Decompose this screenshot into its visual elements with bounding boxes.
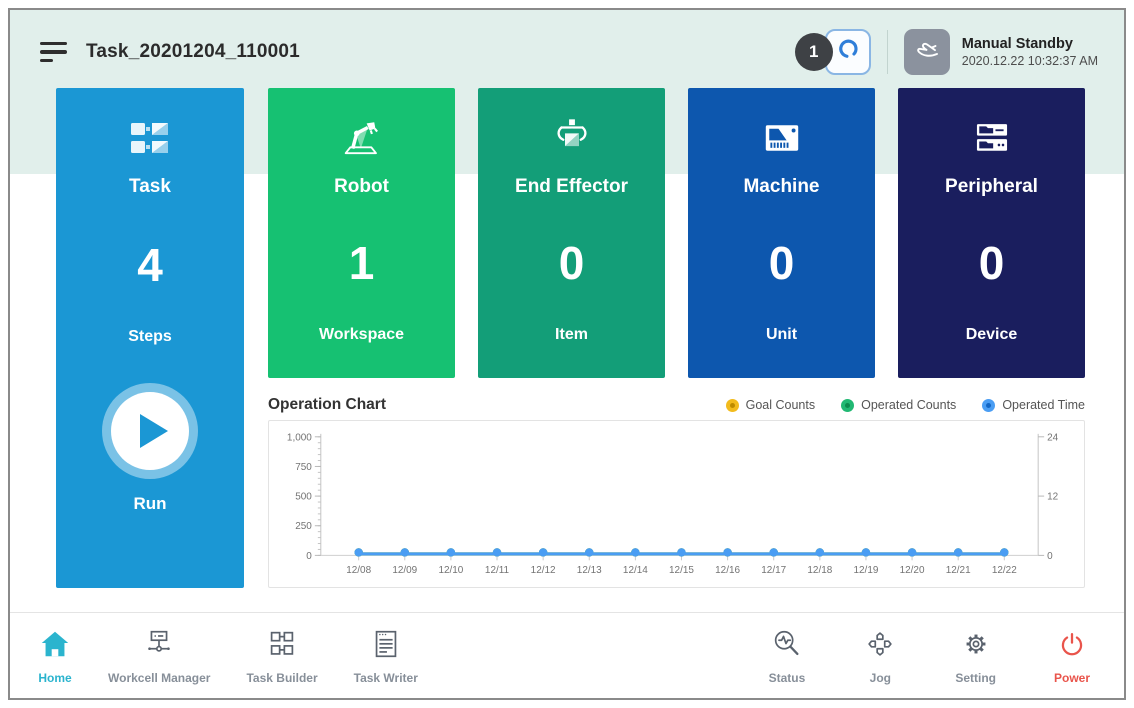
card-unit: Device	[966, 326, 1018, 344]
task-steps-icon	[128, 112, 172, 164]
svg-text:1,000: 1,000	[287, 432, 312, 443]
svg-text:12/14: 12/14	[623, 565, 648, 576]
svg-text:12/18: 12/18	[807, 565, 832, 576]
end-effector-gripper-icon	[552, 112, 592, 164]
card-robot[interactable]: Robot 1 Workspace	[268, 88, 455, 378]
svg-text:12/22: 12/22	[992, 565, 1017, 576]
nav-item-task-writer[interactable]: Task Writer	[354, 627, 418, 685]
divider	[887, 30, 888, 74]
svg-text:12: 12	[1047, 492, 1059, 503]
card-unit: Unit	[766, 326, 797, 344]
mode-label: Manual Standby	[962, 36, 1098, 52]
svg-text:12/09: 12/09	[392, 565, 417, 576]
svg-text:12/19: 12/19	[853, 565, 878, 576]
legend-operated-time: Operated Time	[982, 398, 1085, 412]
card-value: 0	[769, 236, 795, 290]
svg-text:12/12: 12/12	[531, 565, 556, 576]
svg-text:12/11: 12/11	[485, 565, 510, 576]
menu-icon[interactable]	[40, 40, 70, 64]
operated-counts-dot-icon	[841, 399, 854, 412]
svg-text:24: 24	[1047, 432, 1059, 443]
gripper-icon	[835, 37, 861, 68]
task-writer-icon	[369, 627, 403, 666]
main-content: Task 4 Steps Run	[56, 88, 1085, 588]
nav-item-home[interactable]: Home	[38, 627, 72, 685]
setting-gear-icon	[959, 627, 993, 666]
card-title: Machine	[743, 176, 819, 198]
legend-operated-counts: Operated Counts	[841, 398, 956, 412]
card-peripheral[interactable]: Peripheral 0 Device	[898, 88, 1085, 378]
run-label: Run	[133, 494, 166, 514]
nav-item-jog[interactable]: Jog	[863, 627, 897, 685]
play-icon	[140, 414, 168, 448]
svg-text:12/08: 12/08	[346, 565, 371, 576]
app-window: Task_20201204_110001 1 Manual Standby 20…	[8, 8, 1126, 700]
card-end-effector[interactable]: End Effector 0 Item	[478, 88, 665, 378]
svg-text:750: 750	[295, 462, 312, 473]
card-value: 0	[559, 236, 585, 290]
nav-item-task-builder[interactable]: Task Builder	[246, 627, 317, 685]
power-icon	[1055, 627, 1089, 666]
svg-text:12/10: 12/10	[438, 565, 463, 576]
bottom-nav: Home Workcell Manager	[10, 612, 1124, 698]
card-value: 4	[137, 238, 163, 292]
svg-text:12/21: 12/21	[946, 565, 971, 576]
svg-text:12/13: 12/13	[577, 565, 602, 576]
card-title: Task	[129, 176, 171, 198]
status-icon	[770, 627, 804, 666]
task-title: Task_20201204_110001	[86, 41, 300, 63]
datetime: 2020.12.22 10:32:37 AM	[962, 54, 1098, 68]
operated-time-dot-icon	[982, 399, 995, 412]
card-title: Robot	[334, 176, 389, 198]
top-bar: Task_20201204_110001 1 Manual Standby 20…	[10, 10, 1124, 94]
mode-status: Manual Standby 2020.12.22 10:32:37 AM	[962, 36, 1098, 68]
run-button[interactable]: Run	[111, 392, 189, 514]
nav-item-workcell-manager[interactable]: Workcell Manager	[108, 627, 210, 685]
svg-text:12/16: 12/16	[715, 565, 740, 576]
svg-text:0: 0	[1047, 551, 1053, 562]
robot-arm-icon	[341, 112, 383, 164]
workcell-manager-icon	[142, 627, 176, 666]
legend-goal-counts: Goal Counts	[726, 398, 815, 412]
operation-chart: 0 250 500 750 1,000 0 12 24 12/08 12/09 12/10 12/11…	[268, 420, 1085, 588]
card-value: 0	[979, 236, 1005, 290]
chart-legend: Goal Counts Operated Counts Operated Tim…	[726, 398, 1085, 412]
svg-text:250: 250	[295, 521, 312, 532]
jog-icon	[863, 627, 897, 666]
card-title: End Effector	[515, 176, 628, 198]
task-builder-icon	[265, 627, 299, 666]
nav-item-setting[interactable]: Setting	[955, 627, 996, 685]
svg-text:12/20: 12/20	[900, 565, 925, 576]
card-value: 1	[349, 236, 375, 290]
card-title: Peripheral	[945, 176, 1038, 198]
hand-icon	[912, 35, 942, 70]
card-unit: Steps	[128, 328, 172, 346]
card-machine[interactable]: Machine 0 Unit	[688, 88, 875, 378]
card-unit: Item	[555, 326, 588, 344]
robot-mode-button[interactable]	[904, 29, 950, 75]
svg-text:0: 0	[306, 551, 312, 562]
nav-item-power[interactable]: Power	[1054, 627, 1090, 685]
svg-text:500: 500	[295, 492, 312, 503]
goal-counts-dot-icon	[726, 399, 739, 412]
home-icon	[38, 627, 72, 666]
notification-badge: 1	[795, 33, 833, 71]
machine-icon	[760, 112, 804, 164]
peripheral-stack-icon	[970, 112, 1014, 164]
card-task[interactable]: Task 4 Steps Run	[56, 88, 244, 588]
nav-item-status[interactable]: Status	[769, 627, 806, 685]
svg-text:12/17: 12/17	[761, 565, 786, 576]
chart-title: Operation Chart	[268, 396, 386, 414]
svg-text:12/15: 12/15	[669, 565, 694, 576]
card-unit: Workspace	[319, 326, 404, 344]
